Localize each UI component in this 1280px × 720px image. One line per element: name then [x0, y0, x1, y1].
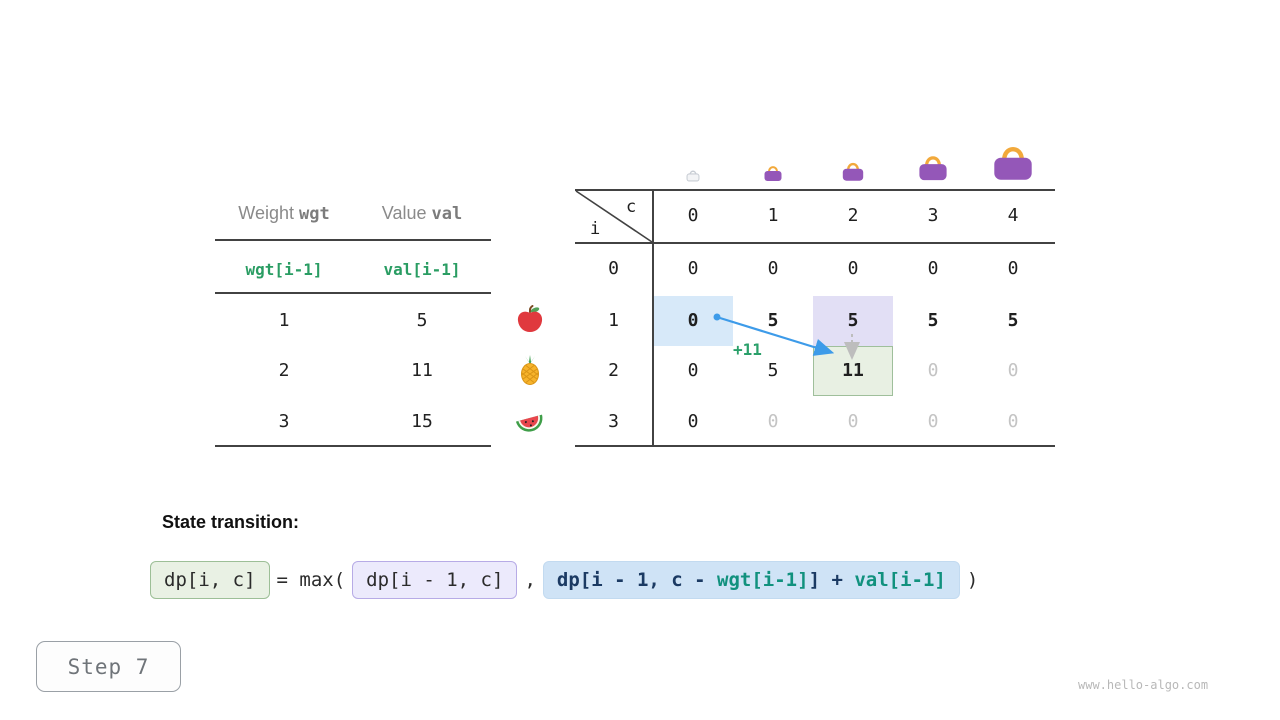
formula-option2-wgt: wgt[i-1] — [717, 569, 809, 591]
step-badge: Step 7 — [36, 641, 181, 692]
state-transition-title: State transition: — [162, 512, 300, 532]
value-header-code: val — [431, 204, 463, 224]
dp-cell-3-2: 0 — [847, 411, 859, 432]
formula-option2-part2: ] + — [808, 569, 855, 591]
bag-icon-capacity-0 — [686, 168, 700, 187]
dp-cell-3-1: 0 — [767, 411, 779, 432]
bag-icon-capacity-4 — [991, 140, 1035, 187]
value-header-text: Value — [381, 203, 432, 223]
weight-column-header: Weight wgt — [215, 201, 353, 225]
row-header-3: 3 — [608, 411, 619, 432]
dp-cell-1-0: 0 — [687, 310, 699, 331]
dp-cell-0-2: 0 — [847, 258, 859, 279]
dp-cell-1-4: 5 — [1007, 310, 1019, 331]
item-weight-1: 1 — [278, 310, 290, 331]
items-table-line-top — [215, 239, 491, 241]
dp-cell-2-3: 0 — [927, 360, 939, 381]
formula-option2-part1: dp[i - 1, c - — [556, 569, 718, 591]
formula-option2-box: dp[i - 1, c - wgt[i-1]] + val[i-1] — [542, 561, 960, 599]
bag-icon-capacity-2 — [841, 159, 865, 187]
formula-option1-box: dp[i - 1, c] — [352, 561, 518, 599]
dp-cell-1-1: 5 — [767, 310, 779, 331]
corner-diagonal-line — [575, 190, 653, 243]
value-code-cell: val[i-1] — [383, 260, 461, 279]
weight-header-text: Weight — [238, 203, 299, 223]
dp-table-line-header — [575, 242, 1055, 244]
items-table-line-bottom — [215, 445, 491, 447]
formula-close-paren: ) — [966, 569, 979, 591]
bag-icon-capacity-1 — [763, 163, 783, 187]
dp-cell-2-1: 5 — [767, 360, 779, 381]
watermelon-icon — [514, 406, 546, 438]
corner-label-i: i — [590, 219, 601, 239]
item-value-3: 15 — [411, 411, 433, 432]
dp-table-line-vertical — [652, 189, 654, 447]
row-header-0: 0 — [608, 258, 619, 279]
dp-cell-3-0: 0 — [687, 411, 699, 432]
col-header-0: 0 — [687, 205, 699, 226]
item-weight-2: 2 — [278, 360, 290, 381]
dp-cell-0-3: 0 — [927, 258, 939, 279]
dp-cell-1-2: 5 — [847, 310, 859, 331]
weight-header-code: wgt — [298, 204, 330, 224]
item-value-1: 5 — [416, 310, 428, 331]
col-header-1: 1 — [767, 205, 779, 226]
dp-table-line-top — [575, 189, 1055, 191]
bag-icon-capacity-3 — [917, 151, 949, 187]
dp-cell-3-3: 0 — [927, 411, 939, 432]
dp-table-line-bottom — [575, 445, 1055, 447]
watermark: www.hello-algo.com — [1078, 678, 1209, 692]
dp-cell-1-3: 5 — [927, 310, 939, 331]
corner-label-c: c — [626, 197, 637, 217]
formula-comma: , — [524, 569, 536, 591]
dp-cell-0-4: 0 — [1007, 258, 1019, 279]
dp-cell-0-1: 0 — [767, 258, 779, 279]
dp-cell-3-4: 0 — [1007, 411, 1019, 432]
formula-option2-val: val[i-1] — [854, 569, 946, 591]
item-weight-3: 3 — [278, 411, 290, 432]
weight-code-cell: wgt[i-1] — [245, 260, 323, 279]
dp-cell-2-4: 0 — [1007, 360, 1019, 381]
col-header-2: 2 — [847, 205, 859, 226]
transition-arrow-label: +11 — [733, 340, 762, 359]
formula-equals-max: = max( — [276, 569, 346, 591]
row-header-2: 2 — [608, 360, 619, 381]
row-header-1: 1 — [608, 310, 619, 331]
value-column-header: Value val — [353, 201, 491, 225]
dp-cell-0-0: 0 — [687, 258, 699, 279]
pineapple-icon — [514, 354, 546, 386]
dp-cell-2-2: 11 — [842, 360, 864, 381]
apple-icon — [514, 303, 546, 335]
items-table-line-mid — [215, 292, 491, 294]
col-header-4: 4 — [1007, 205, 1019, 226]
dp-cell-2-0: 0 — [687, 360, 699, 381]
formula-lhs-box: dp[i, c] — [150, 561, 270, 599]
highlight-cell-i1-c0 — [653, 296, 733, 346]
item-value-2: 11 — [411, 360, 433, 381]
state-transition-formula: dp[i, c] = max( dp[i - 1, c] , dp[i - 1,… — [150, 558, 978, 602]
col-header-3: 3 — [927, 205, 939, 226]
